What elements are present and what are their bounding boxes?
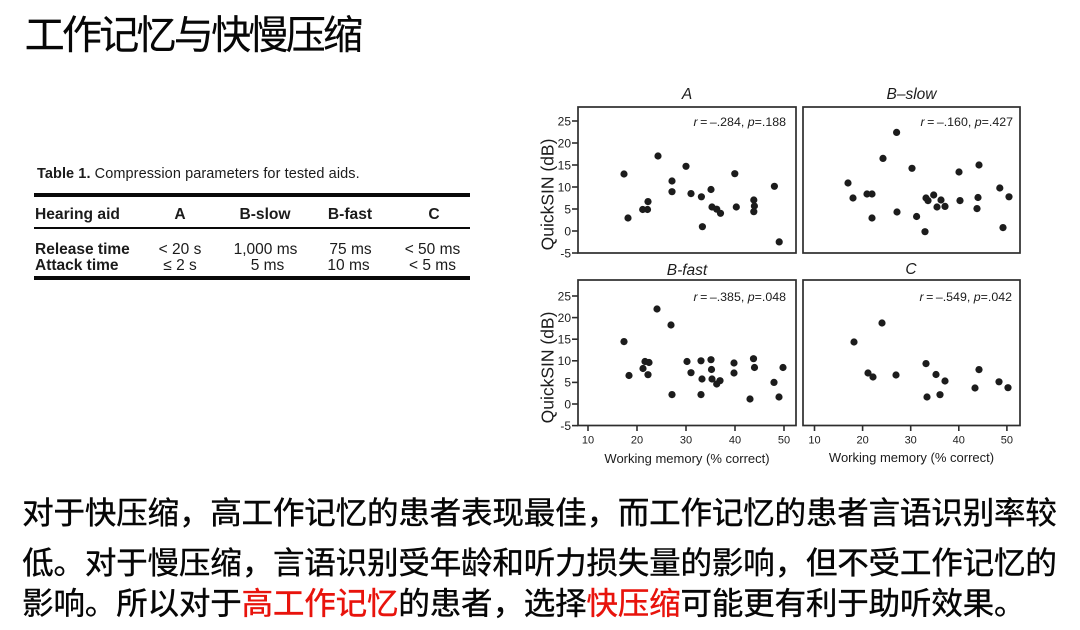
svg-text:5: 5 (564, 202, 571, 216)
svg-text:0: 0 (564, 224, 571, 238)
svg-text:r = –.385, p=.048: r = –.385, p=.048 (694, 290, 787, 304)
svg-text:-5: -5 (560, 419, 571, 433)
svg-text:40: 40 (729, 435, 741, 447)
svg-text:r = –.549, p=.042: r = –.549, p=.042 (920, 290, 1013, 304)
svg-text:r = –.160, p=.427: r = –.160, p=.427 (921, 115, 1014, 129)
svg-text:0: 0 (564, 397, 571, 411)
svg-text:10: 10 (558, 180, 572, 194)
svg-text:10: 10 (582, 435, 594, 447)
svg-text:-5: -5 (560, 246, 571, 260)
svg-text:C: C (905, 261, 917, 278)
svg-text:25: 25 (558, 114, 572, 128)
svg-text:20: 20 (558, 136, 572, 150)
svg-text:50: 50 (1001, 435, 1013, 447)
svg-text:50: 50 (778, 435, 790, 447)
svg-text:Working memory (% correct): Working memory (% correct) (829, 450, 994, 465)
svg-text:15: 15 (558, 333, 572, 347)
svg-text:20: 20 (558, 311, 572, 325)
svg-text:20: 20 (856, 435, 868, 447)
svg-text:10: 10 (808, 435, 820, 447)
svg-text:QuickSIN (dB): QuickSIN (dB) (538, 139, 558, 251)
svg-text:40: 40 (953, 435, 965, 447)
svg-text:B–slow: B–slow (887, 86, 939, 103)
svg-text:20: 20 (631, 435, 643, 447)
svg-text:5: 5 (564, 376, 571, 390)
svg-text:25: 25 (558, 289, 572, 303)
svg-text:B-fast: B-fast (667, 262, 708, 279)
svg-text:30: 30 (680, 435, 692, 447)
svg-text:30: 30 (905, 435, 917, 447)
svg-text:15: 15 (558, 158, 572, 172)
svg-text:A: A (681, 86, 692, 103)
svg-text:10: 10 (558, 354, 572, 368)
svg-text:Working memory (% correct): Working memory (% correct) (604, 451, 769, 466)
svg-text:r = –.284, p=.188: r = –.284, p=.188 (694, 115, 787, 129)
svg-text:QuickSIN (dB): QuickSIN (dB) (538, 312, 558, 424)
